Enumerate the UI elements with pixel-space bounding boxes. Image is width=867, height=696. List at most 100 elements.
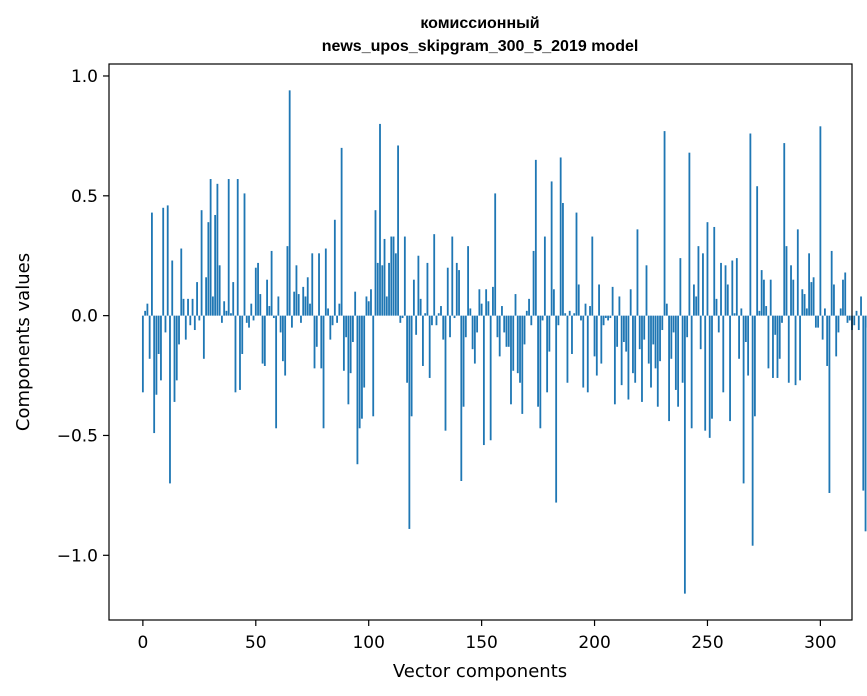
bar-55 bbox=[266, 279, 268, 316]
bar-153 bbox=[487, 301, 490, 316]
bar-169 bbox=[523, 315, 526, 345]
bar-89 bbox=[342, 315, 345, 371]
bar-242 bbox=[688, 152, 691, 316]
bar-256 bbox=[720, 262, 722, 316]
plot-frame bbox=[108, 63, 853, 621]
bar-147 bbox=[473, 315, 476, 364]
bar-52 bbox=[259, 294, 262, 316]
bar-155 bbox=[492, 286, 494, 316]
bar-1 bbox=[144, 310, 147, 316]
bar-317 bbox=[857, 315, 860, 331]
bar-130 bbox=[435, 315, 438, 326]
x-tick-label: 200 bbox=[578, 633, 610, 653]
y-tick-label: −0.5 bbox=[57, 426, 98, 446]
bar-4 bbox=[151, 212, 153, 316]
bar-97 bbox=[361, 315, 363, 419]
bar-104 bbox=[376, 262, 379, 316]
bar-177 bbox=[541, 315, 544, 321]
bar-71 bbox=[302, 286, 305, 316]
bar-204 bbox=[602, 315, 605, 326]
bar-216 bbox=[629, 289, 632, 316]
bar-232 bbox=[665, 303, 668, 316]
bar-58 bbox=[272, 315, 275, 319]
bar-240 bbox=[683, 315, 686, 594]
bar-60 bbox=[277, 296, 280, 316]
bar-224 bbox=[647, 315, 650, 364]
bar-120 bbox=[412, 279, 415, 316]
bar-172 bbox=[530, 315, 533, 326]
bar-278 bbox=[769, 279, 772, 316]
bar-294 bbox=[805, 308, 808, 316]
bar-50 bbox=[254, 267, 257, 316]
bar-66 bbox=[291, 315, 293, 328]
bar-209 bbox=[613, 315, 616, 405]
bar-291 bbox=[799, 315, 801, 381]
bar-80 bbox=[322, 315, 325, 429]
y-tick-label: 0.5 bbox=[71, 187, 98, 207]
bar-34 bbox=[218, 265, 221, 316]
bar-241 bbox=[686, 315, 689, 338]
bar-78 bbox=[318, 253, 320, 316]
bar-98 bbox=[363, 315, 366, 388]
bar-300 bbox=[819, 126, 822, 316]
bar-57 bbox=[270, 250, 273, 316]
bar-178 bbox=[543, 236, 546, 316]
bar-102 bbox=[372, 315, 375, 417]
bar-116 bbox=[403, 236, 406, 316]
bar-32 bbox=[214, 214, 217, 316]
bar-263 bbox=[735, 258, 738, 316]
bar-27 bbox=[202, 315, 205, 359]
bar-272 bbox=[756, 186, 759, 316]
bar-253 bbox=[713, 226, 716, 316]
bar-190 bbox=[571, 315, 573, 354]
bar-165 bbox=[514, 294, 517, 316]
bar-312 bbox=[846, 315, 849, 323]
bar-37 bbox=[225, 310, 228, 316]
bar-132 bbox=[440, 306, 442, 316]
x-tick-label: 100 bbox=[352, 633, 384, 653]
bar-311 bbox=[844, 272, 847, 316]
bar-94 bbox=[354, 291, 357, 316]
bar-113 bbox=[397, 145, 399, 316]
bar-307 bbox=[835, 315, 838, 357]
bar-247 bbox=[699, 315, 702, 350]
bar-19 bbox=[184, 315, 187, 340]
bar-180 bbox=[548, 315, 551, 352]
bar-213 bbox=[623, 315, 625, 342]
bar-31 bbox=[211, 296, 214, 316]
bar-217 bbox=[632, 315, 634, 374]
bar-206 bbox=[607, 315, 609, 321]
bar-86 bbox=[336, 315, 338, 323]
bar-189 bbox=[568, 310, 571, 316]
y-axis-label: Components values bbox=[13, 253, 34, 431]
bar-92 bbox=[349, 315, 352, 374]
bar-128 bbox=[431, 315, 433, 326]
bar-105 bbox=[379, 123, 381, 316]
bar-188 bbox=[566, 315, 569, 383]
bar-85 bbox=[333, 219, 336, 316]
bar-125 bbox=[424, 313, 427, 316]
bar-42 bbox=[236, 179, 239, 316]
bar-280 bbox=[774, 315, 777, 335]
bar-118 bbox=[408, 315, 411, 529]
bar-195 bbox=[582, 315, 585, 388]
bar-262 bbox=[733, 313, 736, 316]
bar-136 bbox=[449, 315, 451, 338]
bar-211 bbox=[618, 296, 621, 316]
bar-167 bbox=[519, 315, 521, 383]
bar-17 bbox=[180, 248, 183, 316]
x-tick-label: 300 bbox=[804, 633, 836, 653]
bar-18 bbox=[182, 298, 185, 316]
bar-238 bbox=[679, 258, 682, 316]
bar-51 bbox=[257, 262, 259, 316]
bar-293 bbox=[803, 294, 806, 316]
bar-285 bbox=[785, 246, 788, 316]
bar-126 bbox=[426, 262, 429, 316]
bar-298 bbox=[814, 315, 817, 328]
bar-310 bbox=[842, 279, 844, 316]
bar-222 bbox=[643, 315, 646, 340]
bar-233 bbox=[668, 315, 670, 422]
bar-162 bbox=[507, 315, 510, 347]
bar-176 bbox=[539, 315, 542, 429]
